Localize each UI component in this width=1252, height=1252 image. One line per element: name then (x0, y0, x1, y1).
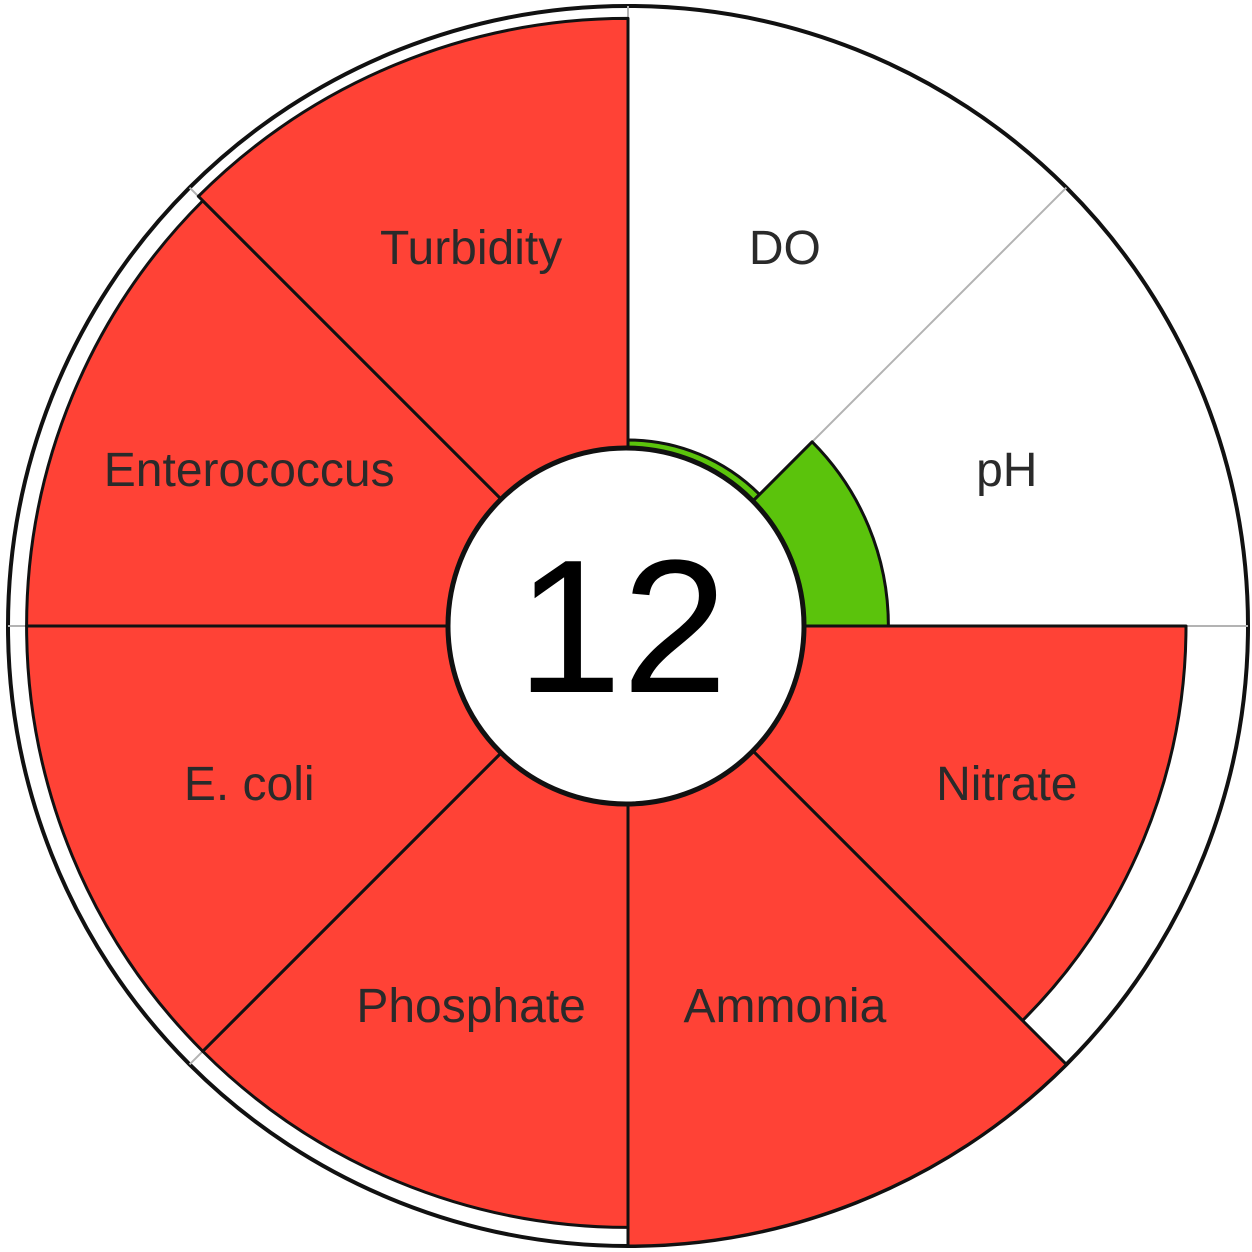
center-disc (445, 445, 807, 807)
label-ph: pH (976, 444, 1037, 497)
label-enterococcus: Enterococcus (104, 444, 395, 497)
label-turbidity: Turbidity (380, 222, 562, 275)
segment-enterococcus (25, 199, 630, 628)
segment-labels: DO pH Nitrate Ammonia Phosphate E. coli Entero… (104, 222, 1078, 1033)
segment-turbidity (196, 16, 630, 628)
score-value: 12 (516, 521, 727, 733)
label-phosphate: Phosphate (356, 980, 586, 1033)
label-e-coli: E. coli (184, 758, 315, 811)
segment-ammonia (626, 624, 1068, 1248)
label-ammonia: Ammonia (684, 980, 887, 1033)
segment-e-coli (25, 624, 630, 1053)
segment-phosphate (201, 624, 630, 1229)
label-nitrate: Nitrate (936, 758, 1077, 811)
label-do: DO (749, 222, 821, 275)
